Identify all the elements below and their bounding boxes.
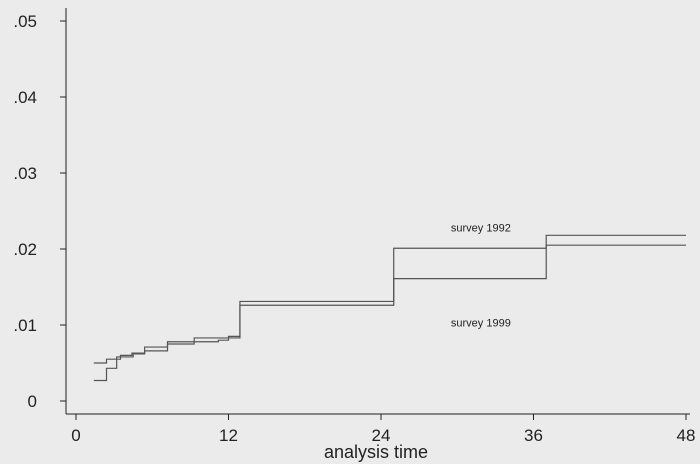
x-tick-label: 0 — [71, 426, 80, 445]
x-tick-label: 24 — [372, 426, 391, 445]
y-tick-label: .05 — [13, 12, 37, 31]
axes: 0 .01 .02 .03 .04 .05 0 12 24 36 48 — [13, 8, 695, 445]
series-group — [93, 234, 686, 382]
annotations: survey 1992 survey 1999 — [451, 223, 511, 330]
x-tick-label: 12 — [219, 426, 238, 445]
x-axis-title: analysis time — [324, 442, 428, 462]
series-line-2 — [93, 244, 686, 382]
y-tick-label: .03 — [13, 164, 37, 183]
annotation-label: survey 1999 — [451, 318, 511, 330]
y-tick-label: .04 — [13, 88, 37, 107]
y-tick-label: .02 — [13, 240, 37, 259]
x-tick-label: 48 — [677, 426, 696, 445]
y-tick-label: .01 — [13, 316, 37, 335]
x-tick-label: 36 — [524, 426, 543, 445]
annotation-label: survey 1992 — [451, 223, 511, 235]
y-tick-label: 0 — [28, 392, 37, 411]
